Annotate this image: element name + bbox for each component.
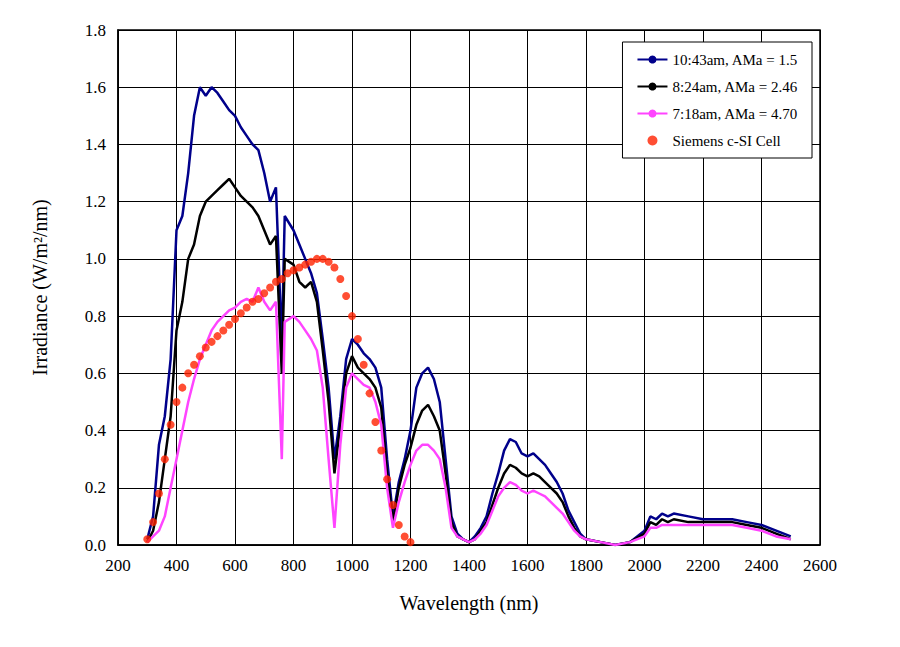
svg-text:1.8: 1.8 xyxy=(85,21,106,40)
svg-text:10:43am, AMa = 1.5: 10:43am, AMa = 1.5 xyxy=(672,52,797,68)
svg-text:400: 400 xyxy=(164,556,190,575)
svg-text:0.6: 0.6 xyxy=(85,364,106,383)
svg-text:600: 600 xyxy=(222,556,248,575)
svg-text:200: 200 xyxy=(105,556,131,575)
svg-text:1.4: 1.4 xyxy=(85,135,107,154)
svg-text:2600: 2600 xyxy=(803,556,837,575)
svg-text:1200: 1200 xyxy=(394,556,428,575)
svg-text:1.2: 1.2 xyxy=(85,192,106,211)
svg-text:1400: 1400 xyxy=(452,556,486,575)
svg-text:8:24am, AMa = 2.46: 8:24am, AMa = 2.46 xyxy=(672,79,797,95)
svg-text:Siemens c-SI Cell: Siemens c-SI Cell xyxy=(672,133,780,149)
svg-text:2200: 2200 xyxy=(686,556,720,575)
svg-text:1600: 1600 xyxy=(511,556,545,575)
svg-text:0.0: 0.0 xyxy=(85,536,106,555)
svg-text:2400: 2400 xyxy=(745,556,779,575)
svg-text:7:18am, AMa = 4.70: 7:18am, AMa = 4.70 xyxy=(672,106,797,122)
svg-text:2000: 2000 xyxy=(628,556,662,575)
svg-text:800: 800 xyxy=(281,556,307,575)
svg-text:0.2: 0.2 xyxy=(85,478,106,497)
svg-text:1800: 1800 xyxy=(569,556,603,575)
svg-text:Wavelength (nm): Wavelength (nm) xyxy=(400,592,539,615)
svg-text:Irradiance (W/m²/nm): Irradiance (W/m²/nm) xyxy=(29,199,52,375)
svg-text:1.6: 1.6 xyxy=(85,78,106,97)
svg-text:1000: 1000 xyxy=(335,556,369,575)
svg-text:1.0: 1.0 xyxy=(85,249,106,268)
svg-text:0.4: 0.4 xyxy=(85,421,107,440)
svg-text:0.8: 0.8 xyxy=(85,307,106,326)
